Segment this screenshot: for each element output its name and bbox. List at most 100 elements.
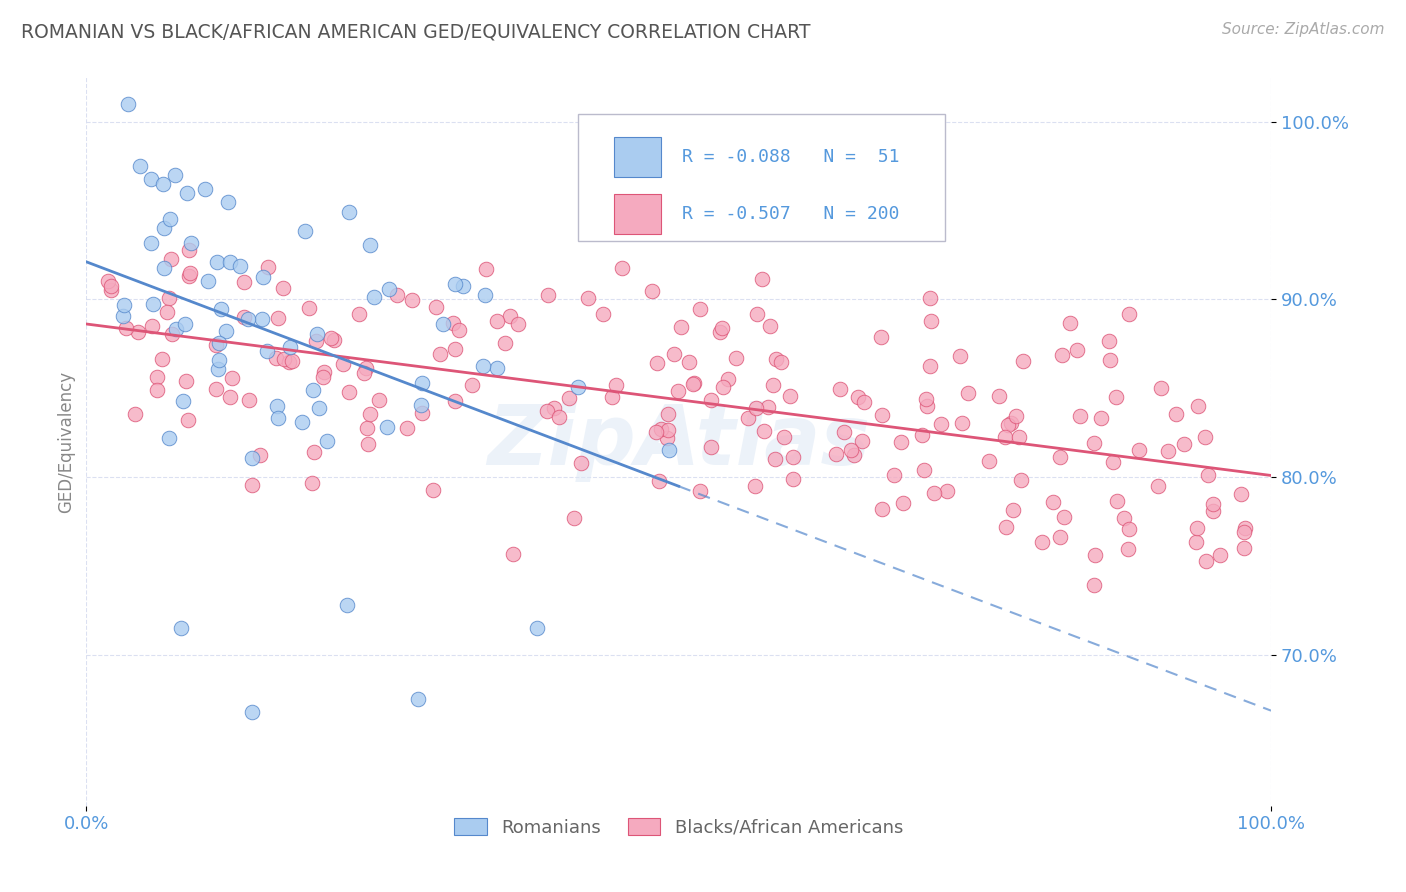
Point (846, 390, 869, 404)
Point (1166, 407, 1188, 421)
Point (396, 421, 419, 435)
Point (461, 378, 484, 392)
Point (219, 391, 242, 405)
Point (737, 411, 759, 425)
Point (332, 357, 354, 371)
Point (1194, 430, 1216, 444)
Point (165, 322, 187, 336)
Point (367, 392, 389, 407)
Point (988, 388, 1011, 402)
Point (281, 354, 304, 368)
Point (444, 277, 467, 292)
Point (650, 421, 672, 435)
Point (278, 355, 301, 369)
Point (536, 404, 558, 418)
Point (689, 301, 711, 316)
Point (920, 313, 942, 327)
Point (1157, 444, 1180, 458)
Point (100, 283, 122, 297)
Y-axis label: GED/Equivalency: GED/Equivalency (58, 370, 75, 513)
Point (356, 421, 378, 435)
Point (935, 483, 957, 498)
Point (311, 370, 333, 384)
Point (832, 425, 855, 439)
Point (682, 376, 704, 391)
Point (156, 305, 179, 319)
FancyBboxPatch shape (613, 137, 661, 178)
Point (314, 365, 336, 379)
Point (302, 383, 325, 397)
Point (997, 417, 1019, 432)
Point (321, 331, 343, 345)
Point (1090, 410, 1112, 425)
Point (842, 448, 865, 462)
Point (929, 417, 952, 432)
Point (773, 430, 796, 444)
Point (266, 399, 288, 413)
Point (869, 330, 891, 344)
Point (323, 333, 346, 347)
Point (610, 261, 633, 276)
Point (1083, 436, 1105, 450)
Point (271, 281, 294, 295)
Point (657, 432, 679, 446)
Point (994, 430, 1017, 444)
Point (647, 474, 669, 488)
Point (157, 291, 180, 305)
Point (683, 376, 706, 390)
Point (443, 394, 465, 409)
Point (751, 272, 773, 286)
Point (644, 425, 666, 440)
Point (502, 547, 524, 561)
Point (221, 371, 243, 385)
Point (700, 392, 723, 407)
Point (752, 425, 775, 439)
Point (205, 382, 228, 396)
Point (562, 511, 585, 525)
Point (920, 359, 942, 374)
Point (917, 400, 939, 414)
Point (747, 307, 769, 321)
Point (441, 316, 464, 330)
Point (145, 370, 167, 384)
Point (152, 177, 174, 191)
Point (744, 479, 766, 493)
Point (548, 410, 571, 425)
Point (174, 374, 197, 388)
Point (375, 419, 398, 434)
Point (298, 301, 321, 316)
Point (657, 423, 679, 437)
Point (218, 255, 240, 269)
Point (890, 434, 912, 449)
Point (645, 356, 668, 370)
Point (830, 383, 852, 397)
Point (233, 310, 256, 324)
Point (1116, 542, 1139, 557)
Point (1059, 316, 1081, 330)
Point (657, 407, 679, 421)
Point (205, 337, 228, 351)
Point (157, 431, 180, 445)
Point (915, 392, 938, 406)
Point (779, 389, 801, 403)
Point (356, 360, 378, 375)
Point (870, 502, 893, 516)
Point (977, 454, 1000, 468)
Point (160, 252, 183, 266)
Point (111, 309, 134, 323)
Point (267, 310, 290, 325)
Point (1230, 487, 1253, 501)
Point (765, 452, 787, 467)
Point (150, 351, 173, 366)
Point (250, 311, 273, 326)
Point (543, 401, 565, 415)
Point (709, 325, 731, 339)
Point (725, 351, 748, 365)
Point (179, 266, 201, 280)
Point (662, 347, 685, 361)
Point (401, 293, 423, 307)
Point (336, 598, 359, 612)
Point (240, 450, 263, 465)
Point (208, 335, 231, 350)
Legend: Romanians, Blacks/African Americans: Romanians, Blacks/African Americans (447, 811, 911, 844)
